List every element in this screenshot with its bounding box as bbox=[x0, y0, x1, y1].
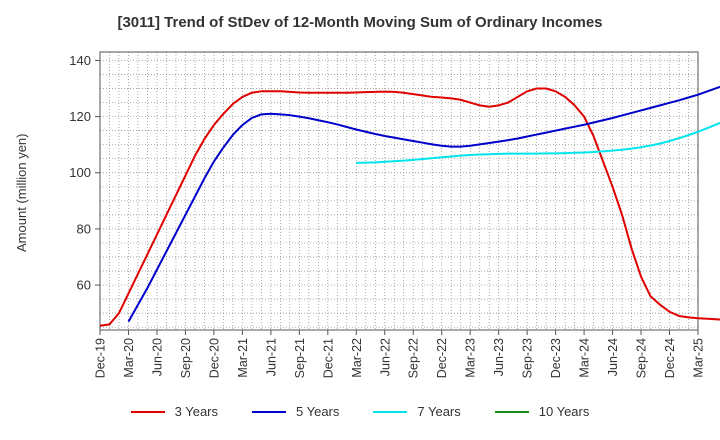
x-tick-label: Sep-22 bbox=[407, 338, 421, 378]
legend-item-10-years: 10 Years bbox=[494, 404, 590, 419]
legend-swatch bbox=[494, 410, 529, 413]
x-tick-label: Dec-19 bbox=[94, 338, 108, 378]
x-tick-label: Sep-23 bbox=[521, 338, 535, 378]
plot-frame bbox=[99, 51, 699, 331]
series-line-3-years bbox=[99, 87, 720, 327]
legend-label: 7 Years bbox=[417, 404, 461, 419]
x-tick-label: Mar-22 bbox=[350, 338, 364, 378]
legend-swatch bbox=[252, 410, 286, 413]
x-tick-label: Mar-24 bbox=[578, 338, 592, 378]
line-chart: 60 80 100 120 140 Dec-19 Mar-20 Jun-20 Sep-20 Dec… bbox=[69, 51, 720, 378]
y-tick-label: 120 bbox=[69, 109, 91, 124]
series-line-5-years bbox=[127, 85, 720, 323]
x-tick-label: Mar-23 bbox=[464, 338, 478, 378]
x-tick-label: Jun-24 bbox=[606, 338, 620, 376]
y-tick-label: 100 bbox=[69, 165, 91, 180]
legend-item-5-years: 5 Years bbox=[252, 404, 339, 419]
legend-item-7-years: 7 Years bbox=[373, 404, 461, 419]
y-tick-label: 80 bbox=[77, 221, 91, 236]
x-tick-label: Dec-24 bbox=[663, 338, 677, 378]
x-tick-label: Mar-20 bbox=[122, 338, 136, 378]
legend-label: 5 Years bbox=[296, 404, 340, 419]
x-tick-label: Jun-21 bbox=[264, 338, 278, 376]
x-tick-label: Dec-23 bbox=[549, 338, 563, 378]
y-tick-label: 60 bbox=[77, 278, 91, 293]
series-line-7-years bbox=[356, 121, 720, 164]
x-tick-label: Sep-20 bbox=[179, 338, 193, 378]
x-tick-label: Mar-21 bbox=[236, 338, 250, 378]
x-tick-label: Dec-22 bbox=[435, 338, 449, 378]
x-tick-label: Sep-21 bbox=[293, 338, 307, 378]
x-tick-label: Jun-20 bbox=[150, 338, 164, 376]
legend-label: 3 Years bbox=[174, 404, 218, 419]
legend-item-3-years: 3 Years bbox=[130, 404, 218, 419]
y-tick-label: 140 bbox=[69, 53, 91, 68]
x-tick-label: Dec-20 bbox=[207, 338, 221, 378]
x-tick-label: Jun-22 bbox=[378, 338, 392, 376]
x-tick-label: Jun-23 bbox=[492, 338, 506, 376]
legend-label: 10 Years bbox=[538, 404, 590, 419]
chart-title: [3011] Trend of StDev of 12-Month Moving… bbox=[117, 14, 603, 31]
x-tick-label: Sep-24 bbox=[635, 338, 649, 378]
chart-legend: 3 Years 5 Years 7 Years 10 Years bbox=[0, 404, 720, 419]
x-tick-label: Mar-25 bbox=[692, 338, 706, 378]
x-tick-label: Dec-21 bbox=[321, 338, 335, 378]
legend-swatch bbox=[130, 410, 165, 413]
legend-swatch bbox=[373, 410, 408, 413]
